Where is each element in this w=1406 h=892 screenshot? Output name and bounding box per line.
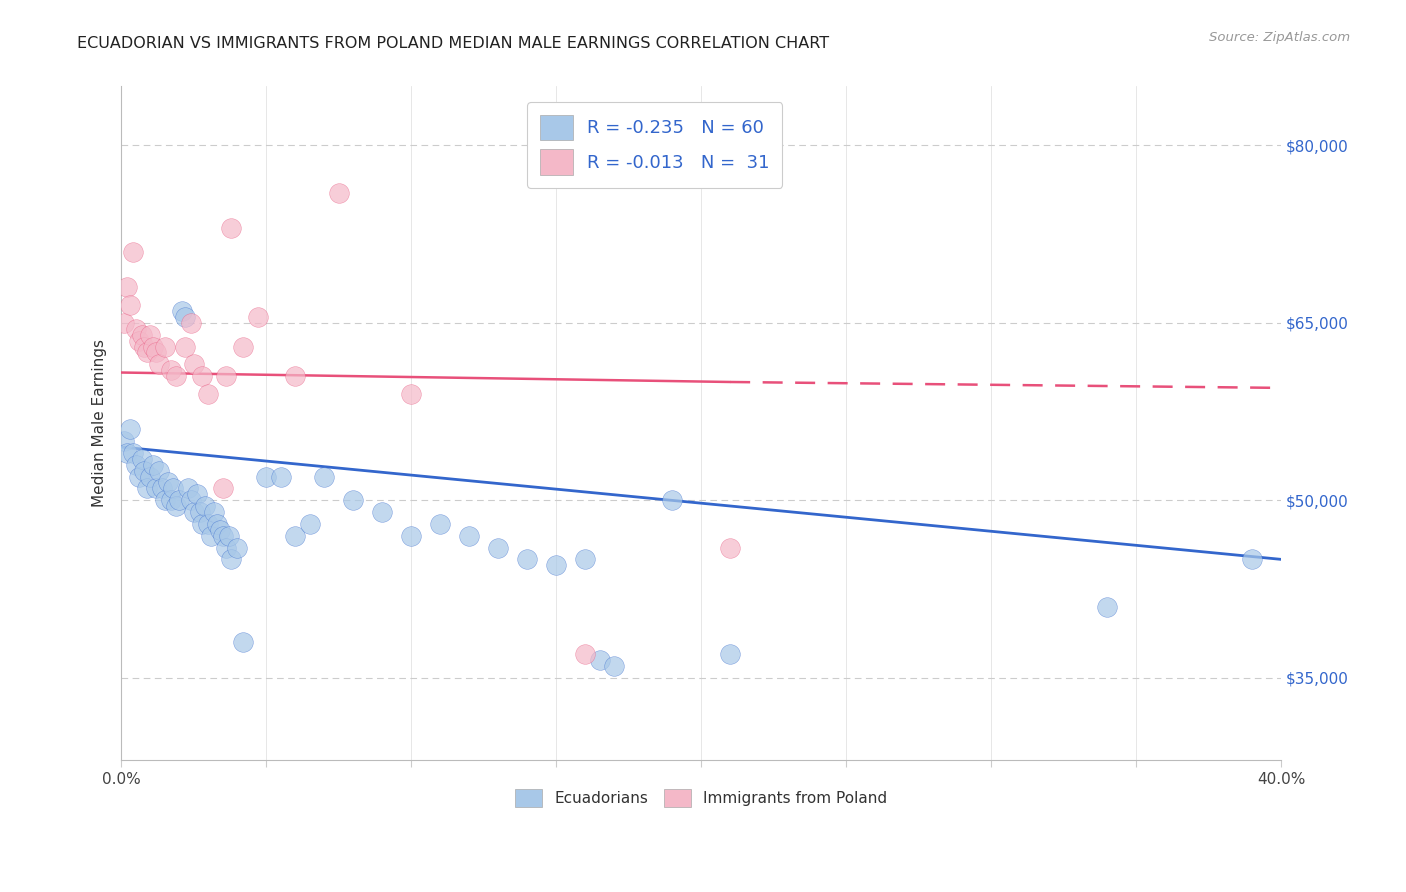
Point <box>246 310 269 324</box>
Point <box>121 446 143 460</box>
Point <box>180 493 202 508</box>
Point <box>516 552 538 566</box>
Point <box>125 322 148 336</box>
Point <box>150 482 173 496</box>
Point <box>156 475 179 490</box>
Point <box>208 523 231 537</box>
Point <box>131 327 153 342</box>
Point <box>661 493 683 508</box>
Text: Source: ZipAtlas.com: Source: ZipAtlas.com <box>1209 31 1350 45</box>
Point <box>232 635 254 649</box>
Point <box>211 529 233 543</box>
Point <box>145 345 167 359</box>
Point <box>214 541 236 555</box>
Point <box>429 516 451 531</box>
Point <box>125 458 148 472</box>
Point <box>226 541 249 555</box>
Point <box>218 529 240 543</box>
Point <box>134 464 156 478</box>
Point <box>172 304 194 318</box>
Point <box>174 310 197 324</box>
Point <box>188 505 211 519</box>
Point <box>153 493 176 508</box>
Point <box>180 316 202 330</box>
Point <box>270 469 292 483</box>
Point <box>298 516 321 531</box>
Point <box>284 369 307 384</box>
Point <box>197 386 219 401</box>
Point <box>139 469 162 483</box>
Point <box>134 339 156 353</box>
Point <box>194 499 217 513</box>
Point <box>153 339 176 353</box>
Y-axis label: Median Male Earnings: Median Male Earnings <box>93 339 107 508</box>
Point <box>145 482 167 496</box>
Text: ECUADORIAN VS IMMIGRANTS FROM POLAND MEDIAN MALE EARNINGS CORRELATION CHART: ECUADORIAN VS IMMIGRANTS FROM POLAND MED… <box>77 36 830 51</box>
Point <box>574 647 596 661</box>
Point <box>136 482 159 496</box>
Point <box>197 516 219 531</box>
Point <box>118 422 141 436</box>
Point <box>159 493 181 508</box>
Point <box>328 186 350 200</box>
Point <box>718 647 741 661</box>
Point <box>183 505 205 519</box>
Point <box>221 552 243 566</box>
Point <box>162 482 184 496</box>
Point <box>174 339 197 353</box>
Point <box>200 529 222 543</box>
Point <box>136 345 159 359</box>
Point <box>159 363 181 377</box>
Point <box>254 469 277 483</box>
Point <box>342 493 364 508</box>
Point <box>177 482 200 496</box>
Point <box>115 446 138 460</box>
Point <box>718 541 741 555</box>
Point <box>191 516 214 531</box>
Point <box>399 386 422 401</box>
Point <box>202 505 225 519</box>
Point <box>589 653 612 667</box>
Point <box>1241 552 1264 566</box>
Point <box>128 469 150 483</box>
Point <box>115 280 138 294</box>
Point <box>165 369 187 384</box>
Point <box>118 298 141 312</box>
Point <box>142 458 165 472</box>
Point <box>112 434 135 449</box>
Point <box>142 339 165 353</box>
Point <box>214 369 236 384</box>
Point <box>128 334 150 348</box>
Point <box>167 493 190 508</box>
Point <box>112 316 135 330</box>
Point <box>131 451 153 466</box>
Point <box>371 505 394 519</box>
Point <box>186 487 208 501</box>
Point <box>546 558 568 573</box>
Point <box>314 469 336 483</box>
Point <box>284 529 307 543</box>
Point <box>165 499 187 513</box>
Point <box>148 464 170 478</box>
Point <box>148 357 170 371</box>
Point <box>399 529 422 543</box>
Point <box>603 658 626 673</box>
Point <box>183 357 205 371</box>
Point <box>1095 599 1118 614</box>
Point <box>121 244 143 259</box>
Point <box>458 529 481 543</box>
Legend: Ecuadorians, Immigrants from Poland: Ecuadorians, Immigrants from Poland <box>509 782 894 814</box>
Point <box>574 552 596 566</box>
Point <box>139 327 162 342</box>
Point <box>191 369 214 384</box>
Point <box>211 482 233 496</box>
Point <box>221 221 243 235</box>
Point <box>205 516 228 531</box>
Point <box>232 339 254 353</box>
Point <box>486 541 509 555</box>
